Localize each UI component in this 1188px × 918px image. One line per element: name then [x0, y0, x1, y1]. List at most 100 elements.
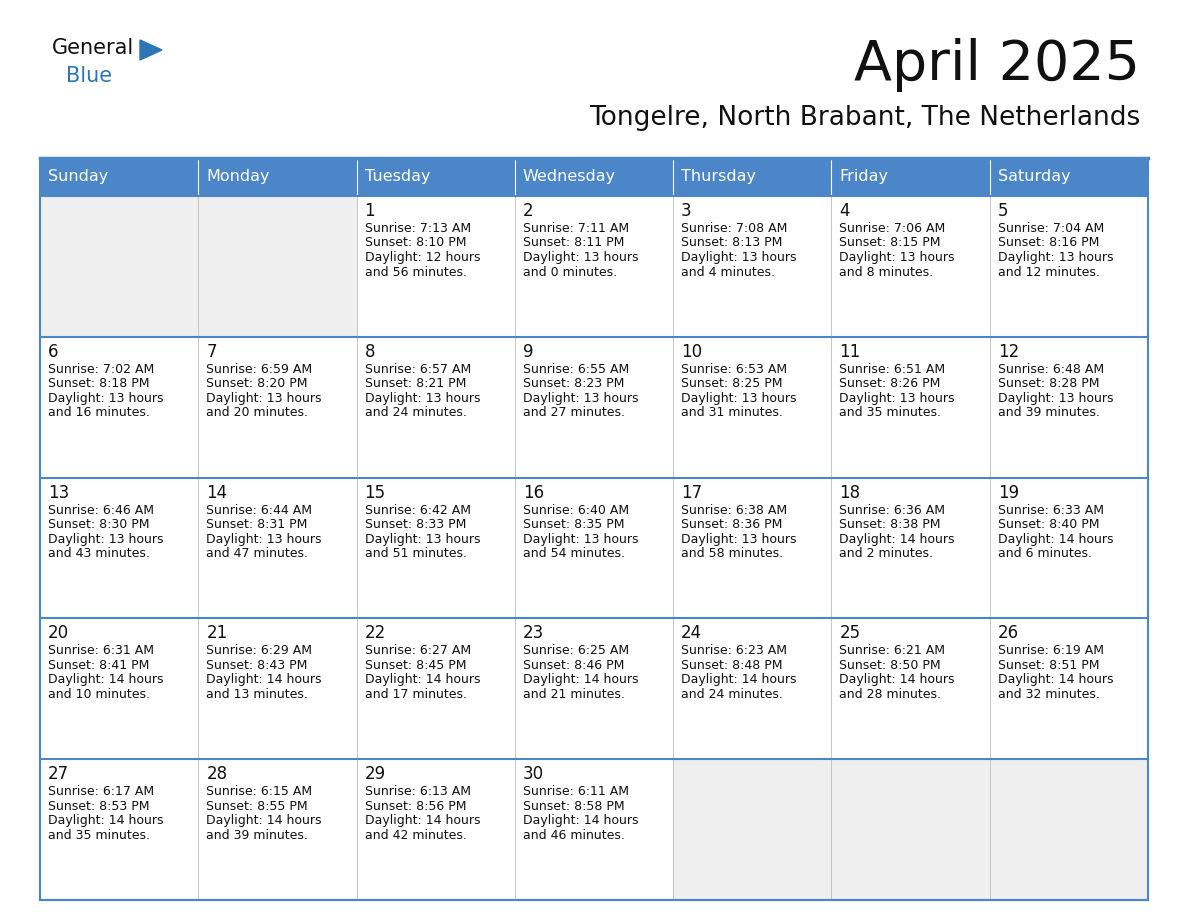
- Text: 10: 10: [681, 342, 702, 361]
- Text: Daylight: 14 hours: Daylight: 14 hours: [523, 674, 638, 687]
- Bar: [832, 158, 990, 196]
- Bar: [40, 759, 198, 900]
- Bar: [356, 158, 514, 196]
- Bar: [514, 196, 674, 337]
- Text: 21: 21: [207, 624, 228, 643]
- Polygon shape: [140, 40, 162, 60]
- Text: Sunset: 8:55 PM: Sunset: 8:55 PM: [207, 800, 308, 812]
- Text: and 4 minutes.: and 4 minutes.: [681, 265, 775, 278]
- Bar: [198, 759, 356, 900]
- Text: 13: 13: [48, 484, 69, 501]
- Bar: [40, 337, 198, 477]
- Text: General: General: [52, 38, 134, 58]
- Text: 8: 8: [365, 342, 375, 361]
- Text: 28: 28: [207, 766, 227, 783]
- Bar: [356, 477, 514, 619]
- Text: 30: 30: [523, 766, 544, 783]
- Bar: [832, 759, 990, 900]
- Text: Sunrise: 7:06 AM: Sunrise: 7:06 AM: [840, 222, 946, 235]
- Text: Daylight: 14 hours: Daylight: 14 hours: [365, 674, 480, 687]
- Text: Daylight: 14 hours: Daylight: 14 hours: [840, 532, 955, 545]
- Bar: [198, 196, 356, 337]
- Bar: [990, 477, 1148, 619]
- Text: 7: 7: [207, 342, 216, 361]
- Text: Sunset: 8:40 PM: Sunset: 8:40 PM: [998, 518, 1099, 532]
- Text: Sunrise: 6:51 AM: Sunrise: 6:51 AM: [840, 363, 946, 375]
- Text: Sunrise: 6:55 AM: Sunrise: 6:55 AM: [523, 363, 630, 375]
- Text: and 8 minutes.: and 8 minutes.: [840, 265, 934, 278]
- Text: Daylight: 13 hours: Daylight: 13 hours: [365, 392, 480, 405]
- Text: Monday: Monday: [207, 170, 270, 185]
- Bar: [40, 477, 198, 619]
- Text: Sunrise: 6:31 AM: Sunrise: 6:31 AM: [48, 644, 154, 657]
- Text: Daylight: 13 hours: Daylight: 13 hours: [207, 532, 322, 545]
- Text: 20: 20: [48, 624, 69, 643]
- Bar: [990, 619, 1148, 759]
- Bar: [356, 196, 514, 337]
- Text: Sunset: 8:56 PM: Sunset: 8:56 PM: [365, 800, 466, 812]
- Text: Daylight: 14 hours: Daylight: 14 hours: [681, 674, 797, 687]
- Text: Daylight: 13 hours: Daylight: 13 hours: [523, 392, 638, 405]
- Text: Sunrise: 6:59 AM: Sunrise: 6:59 AM: [207, 363, 312, 375]
- Text: Wednesday: Wednesday: [523, 170, 617, 185]
- Text: and 13 minutes.: and 13 minutes.: [207, 688, 308, 701]
- Text: 3: 3: [681, 202, 691, 220]
- Text: Sunset: 8:31 PM: Sunset: 8:31 PM: [207, 518, 308, 532]
- Bar: [832, 619, 990, 759]
- Text: Sunrise: 6:23 AM: Sunrise: 6:23 AM: [681, 644, 788, 657]
- Text: Daylight: 14 hours: Daylight: 14 hours: [207, 814, 322, 827]
- Text: Sunrise: 6:33 AM: Sunrise: 6:33 AM: [998, 504, 1104, 517]
- Bar: [514, 158, 674, 196]
- Text: Daylight: 13 hours: Daylight: 13 hours: [681, 251, 797, 264]
- Text: and 54 minutes.: and 54 minutes.: [523, 547, 625, 560]
- Text: Sunrise: 6:29 AM: Sunrise: 6:29 AM: [207, 644, 312, 657]
- Text: 19: 19: [998, 484, 1019, 501]
- Text: and 31 minutes.: and 31 minutes.: [681, 407, 783, 420]
- Text: April 2025: April 2025: [854, 38, 1140, 92]
- Bar: [356, 337, 514, 477]
- Text: Sunrise: 7:04 AM: Sunrise: 7:04 AM: [998, 222, 1104, 235]
- Text: and 17 minutes.: and 17 minutes.: [365, 688, 467, 701]
- Text: Sunset: 8:46 PM: Sunset: 8:46 PM: [523, 659, 624, 672]
- Text: Sunset: 8:20 PM: Sunset: 8:20 PM: [207, 377, 308, 390]
- Text: Sunrise: 6:48 AM: Sunrise: 6:48 AM: [998, 363, 1104, 375]
- Text: Sunrise: 7:13 AM: Sunrise: 7:13 AM: [365, 222, 470, 235]
- Text: Sunrise: 7:08 AM: Sunrise: 7:08 AM: [681, 222, 788, 235]
- Text: Friday: Friday: [840, 170, 889, 185]
- Text: Daylight: 13 hours: Daylight: 13 hours: [998, 392, 1113, 405]
- Text: Sunset: 8:13 PM: Sunset: 8:13 PM: [681, 237, 783, 250]
- Text: Sunset: 8:16 PM: Sunset: 8:16 PM: [998, 237, 1099, 250]
- Text: Blue: Blue: [67, 66, 112, 86]
- Text: Sunrise: 6:44 AM: Sunrise: 6:44 AM: [207, 504, 312, 517]
- Bar: [356, 759, 514, 900]
- Text: Sunrise: 6:15 AM: Sunrise: 6:15 AM: [207, 785, 312, 798]
- Text: 5: 5: [998, 202, 1009, 220]
- Text: Sunset: 8:53 PM: Sunset: 8:53 PM: [48, 800, 150, 812]
- Text: 25: 25: [840, 624, 860, 643]
- Text: Thursday: Thursday: [681, 170, 756, 185]
- Bar: [990, 196, 1148, 337]
- Text: and 16 minutes.: and 16 minutes.: [48, 407, 150, 420]
- Text: Sunrise: 6:13 AM: Sunrise: 6:13 AM: [365, 785, 470, 798]
- Text: Sunset: 8:11 PM: Sunset: 8:11 PM: [523, 237, 624, 250]
- Text: and 24 minutes.: and 24 minutes.: [681, 688, 783, 701]
- Text: Sunrise: 6:19 AM: Sunrise: 6:19 AM: [998, 644, 1104, 657]
- Text: Sunset: 8:30 PM: Sunset: 8:30 PM: [48, 518, 150, 532]
- Text: Sunset: 8:18 PM: Sunset: 8:18 PM: [48, 377, 150, 390]
- Text: and 28 minutes.: and 28 minutes.: [840, 688, 941, 701]
- Text: Daylight: 13 hours: Daylight: 13 hours: [998, 251, 1113, 264]
- Text: 23: 23: [523, 624, 544, 643]
- Text: Sunrise: 6:11 AM: Sunrise: 6:11 AM: [523, 785, 628, 798]
- Text: Sunset: 8:28 PM: Sunset: 8:28 PM: [998, 377, 1099, 390]
- Bar: [832, 477, 990, 619]
- Bar: [198, 619, 356, 759]
- Bar: [514, 619, 674, 759]
- Text: 6: 6: [48, 342, 58, 361]
- Bar: [674, 477, 832, 619]
- Text: Sunrise: 6:40 AM: Sunrise: 6:40 AM: [523, 504, 628, 517]
- Text: Saturday: Saturday: [998, 170, 1070, 185]
- Text: 15: 15: [365, 484, 386, 501]
- Text: Daylight: 14 hours: Daylight: 14 hours: [998, 532, 1113, 545]
- Text: Daylight: 14 hours: Daylight: 14 hours: [48, 674, 164, 687]
- Text: and 32 minutes.: and 32 minutes.: [998, 688, 1100, 701]
